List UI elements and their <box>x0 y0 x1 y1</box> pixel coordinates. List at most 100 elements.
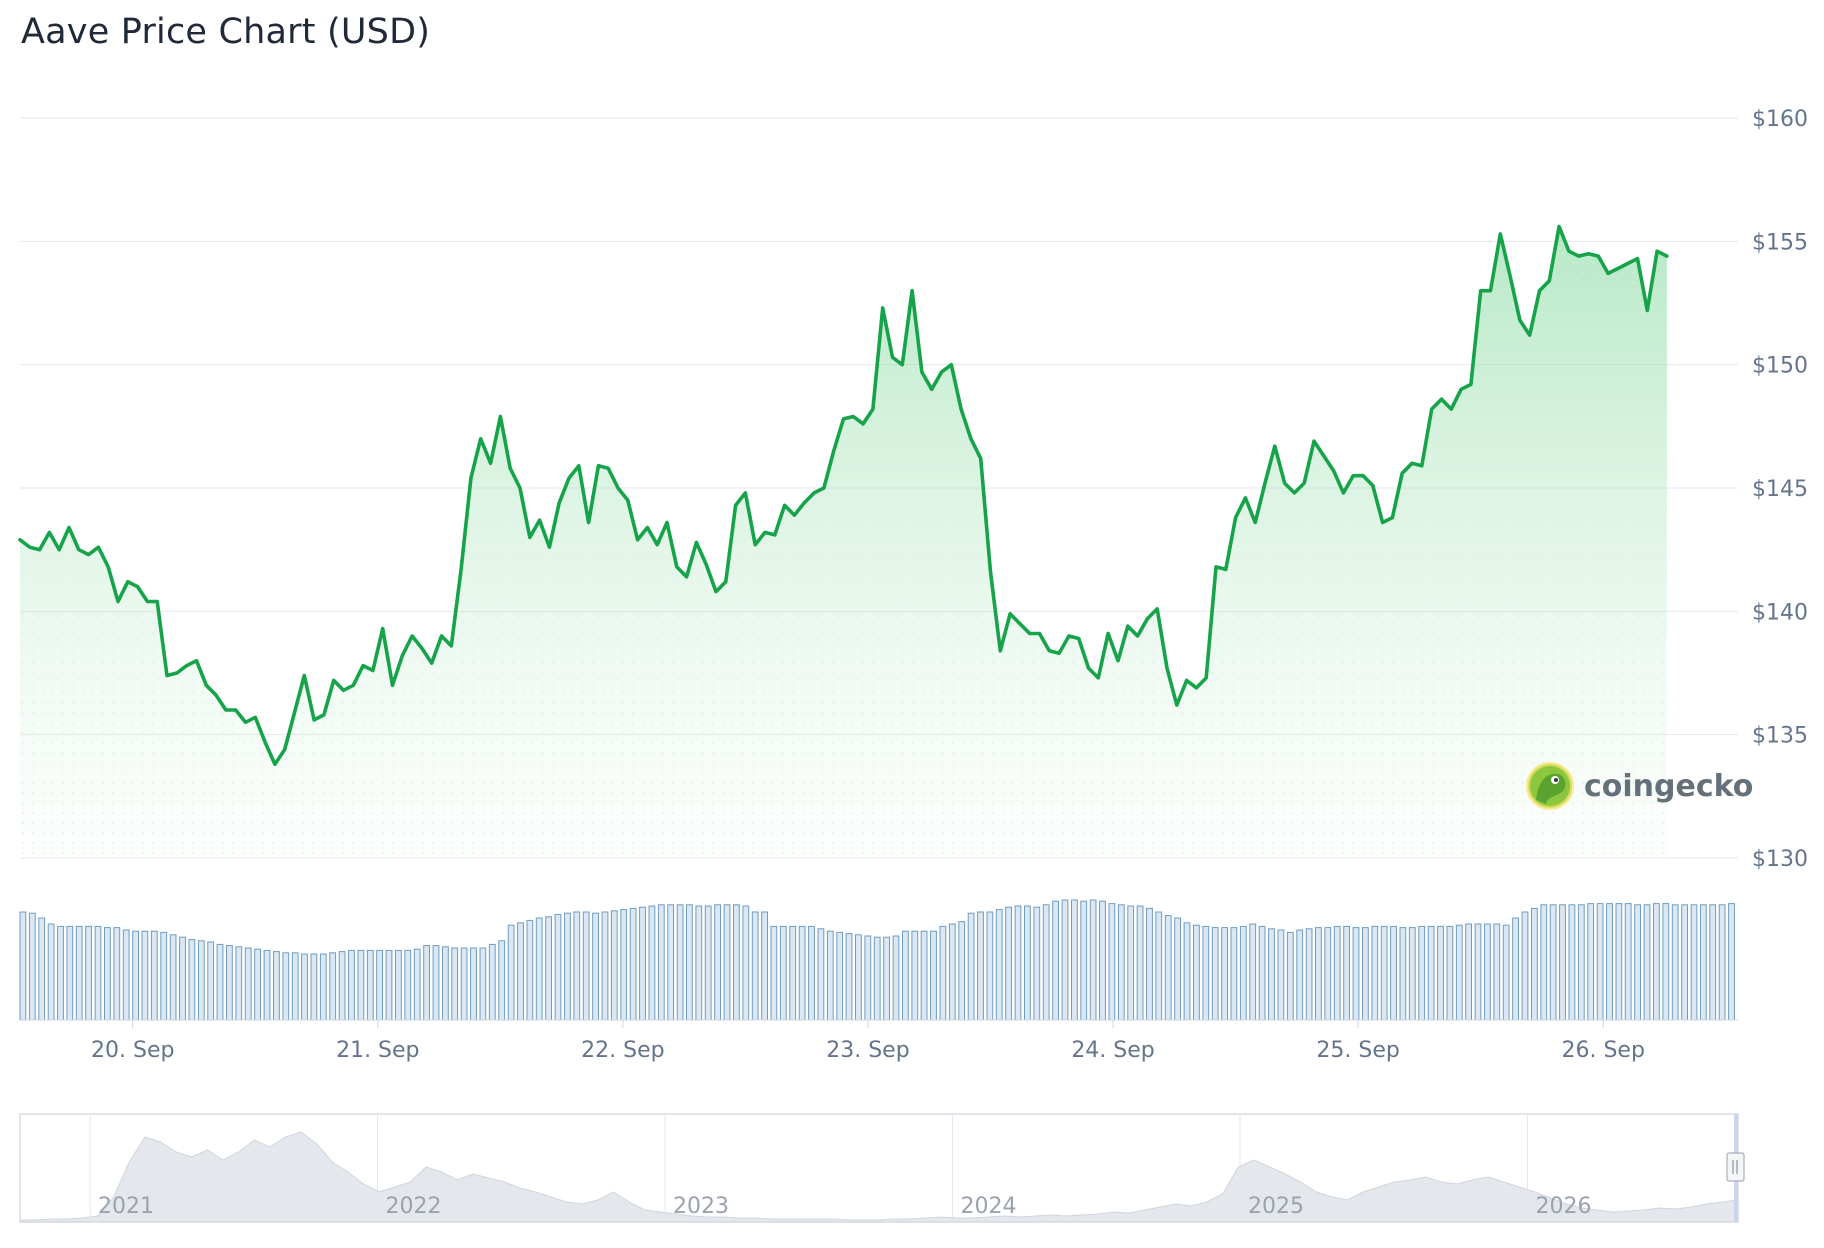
volume-bar <box>704 905 712 1021</box>
volume-bar <box>366 949 374 1021</box>
volume-bar <box>892 935 900 1021</box>
volume-bar <box>442 946 449 1021</box>
volume-bar <box>282 952 290 1021</box>
volume-bar <box>104 927 111 1021</box>
volume-bar <box>1380 925 1388 1021</box>
volume-bar <box>1080 900 1088 1021</box>
volume-bar <box>1183 922 1191 1021</box>
volume-bar <box>733 904 740 1021</box>
y-tick-label: $130 <box>1752 847 1808 872</box>
volume-bar <box>1408 927 1416 1021</box>
volume-bar <box>770 925 778 1021</box>
volume-bar <box>47 923 55 1021</box>
volume-bar <box>338 951 346 1021</box>
volume-bar <box>714 904 722 1021</box>
volume-bar <box>1418 925 1426 1021</box>
volume-bar <box>761 911 769 1021</box>
volume-bar <box>1352 927 1360 1021</box>
volume-bar <box>1587 903 1595 1021</box>
volume-bar <box>1362 927 1369 1021</box>
volume-bar <box>19 911 27 1021</box>
x-tick-label: 24. Sep <box>1071 1038 1154 1063</box>
navigator-year-label: 2022 <box>386 1194 442 1219</box>
volume-bar <box>85 925 92 1021</box>
volume-bar <box>779 925 787 1021</box>
volume-bar <box>1653 903 1660 1021</box>
volume-bar <box>460 947 468 1021</box>
volume-bar <box>1108 903 1116 1021</box>
volume-bar <box>573 911 581 1021</box>
volume-bar <box>958 921 966 1021</box>
x-tick-label: 20. Sep <box>91 1038 174 1063</box>
volume-bar <box>169 934 177 1021</box>
volume-bar <box>254 948 261 1021</box>
volume-bar <box>1484 923 1491 1021</box>
volume-bar <box>291 952 299 1021</box>
navigator-year-label: 2023 <box>673 1194 729 1219</box>
navigator-year-label: 2025 <box>1248 1194 1304 1219</box>
volume-bar <box>695 905 703 1021</box>
volume-bar <box>235 946 243 1021</box>
volume-bar <box>150 930 158 1021</box>
navigator-handle[interactable] <box>1726 1152 1745 1182</box>
volume-bar <box>836 931 844 1021</box>
navigator[interactable]: 2021 2022 2023 2024 2025 2026 <box>19 1113 1745 1223</box>
volume-bar <box>160 931 168 1021</box>
volume-bar <box>554 913 562 1021</box>
volume-bar <box>911 930 919 1021</box>
volume-bar <box>226 945 233 1021</box>
x-tick-label: 25. Sep <box>1316 1038 1399 1063</box>
volume-bar <box>1568 904 1576 1021</box>
volume-bar <box>188 939 196 1021</box>
volume-bar <box>28 912 36 1021</box>
y-tick-label: $160 <box>1752 107 1808 132</box>
volume-bar <box>1624 903 1632 1021</box>
volume-bar <box>1671 904 1679 1021</box>
navigator-year-label: 2021 <box>98 1194 154 1219</box>
volume-bar <box>1117 904 1125 1021</box>
volume-bar <box>948 923 956 1021</box>
volume-bar <box>1268 928 1275 1021</box>
volume-bar <box>1512 917 1519 1021</box>
volume-bar <box>376 949 384 1021</box>
volume-bar <box>1399 927 1407 1021</box>
chart-title: Aave Price Chart (USD) <box>21 12 431 52</box>
price-area-dots <box>20 226 1667 858</box>
navigator-area <box>19 1131 1739 1223</box>
x-axis-labels: 20. Sep 21. Sep 22. Sep 23. Sep 24. Sep 25. S… <box>91 1020 1645 1063</box>
volume-bar <box>1643 904 1651 1021</box>
coingecko-wordmark: coingecko <box>1584 769 1753 804</box>
volume-bar <box>1718 904 1726 1021</box>
volume-bar <box>855 934 862 1021</box>
volume-bar <box>1089 899 1097 1021</box>
volume-bar <box>601 911 609 1021</box>
volume-bar <box>1549 904 1557 1021</box>
volume-bar <box>620 909 628 1021</box>
volume-bar <box>1033 906 1041 1021</box>
volume-bar <box>38 917 46 1021</box>
navigator-year-label: 2024 <box>961 1194 1017 1219</box>
navigator-year-label: 2026 <box>1536 1194 1592 1219</box>
volume-bar <box>939 925 947 1021</box>
volume-bar <box>1709 904 1717 1021</box>
coingecko-logo-icon <box>1526 762 1574 810</box>
volume-bar <box>1455 924 1463 1021</box>
volume-bar <box>451 947 459 1021</box>
volume-bar <box>348 949 355 1021</box>
volume-bar <box>1174 917 1181 1021</box>
volume-bar <box>1146 907 1153 1021</box>
volume-bars <box>19 899 1735 1021</box>
volume-bar <box>902 930 909 1021</box>
y-tick-label: $140 <box>1752 600 1808 625</box>
volume-bar <box>413 948 421 1021</box>
volume-bar <box>57 925 64 1021</box>
volume-bar <box>1155 911 1163 1021</box>
volume-bar <box>582 911 590 1021</box>
volume-bar <box>648 905 656 1021</box>
volume-bar <box>1202 925 1210 1021</box>
volume-bar <box>789 925 797 1021</box>
volume-bar <box>1315 927 1322 1021</box>
volume-bar <box>1052 900 1059 1021</box>
volume-bar <box>1437 925 1444 1021</box>
volume-bar <box>1690 904 1698 1021</box>
